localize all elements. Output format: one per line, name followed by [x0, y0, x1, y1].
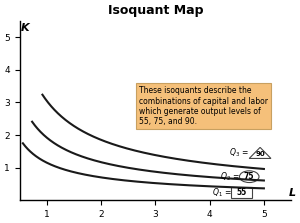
Text: $Q_2$ =: $Q_2$ = — [220, 170, 239, 183]
Text: K: K — [21, 23, 29, 33]
Text: 90: 90 — [255, 151, 265, 157]
Text: $Q_1$ =: $Q_1$ = — [212, 187, 231, 199]
Polygon shape — [249, 147, 271, 159]
Title: Isoquant Map: Isoquant Map — [108, 4, 203, 17]
Circle shape — [239, 171, 259, 183]
Text: $Q_3$ =: $Q_3$ = — [229, 147, 249, 159]
Text: L: L — [288, 188, 296, 198]
Text: These isoquants describe the
combinations of capital and labor
which generate ou: These isoquants describe the combination… — [139, 86, 268, 126]
FancyBboxPatch shape — [231, 187, 253, 198]
Text: 55: 55 — [236, 188, 247, 197]
Text: 75: 75 — [244, 172, 254, 181]
